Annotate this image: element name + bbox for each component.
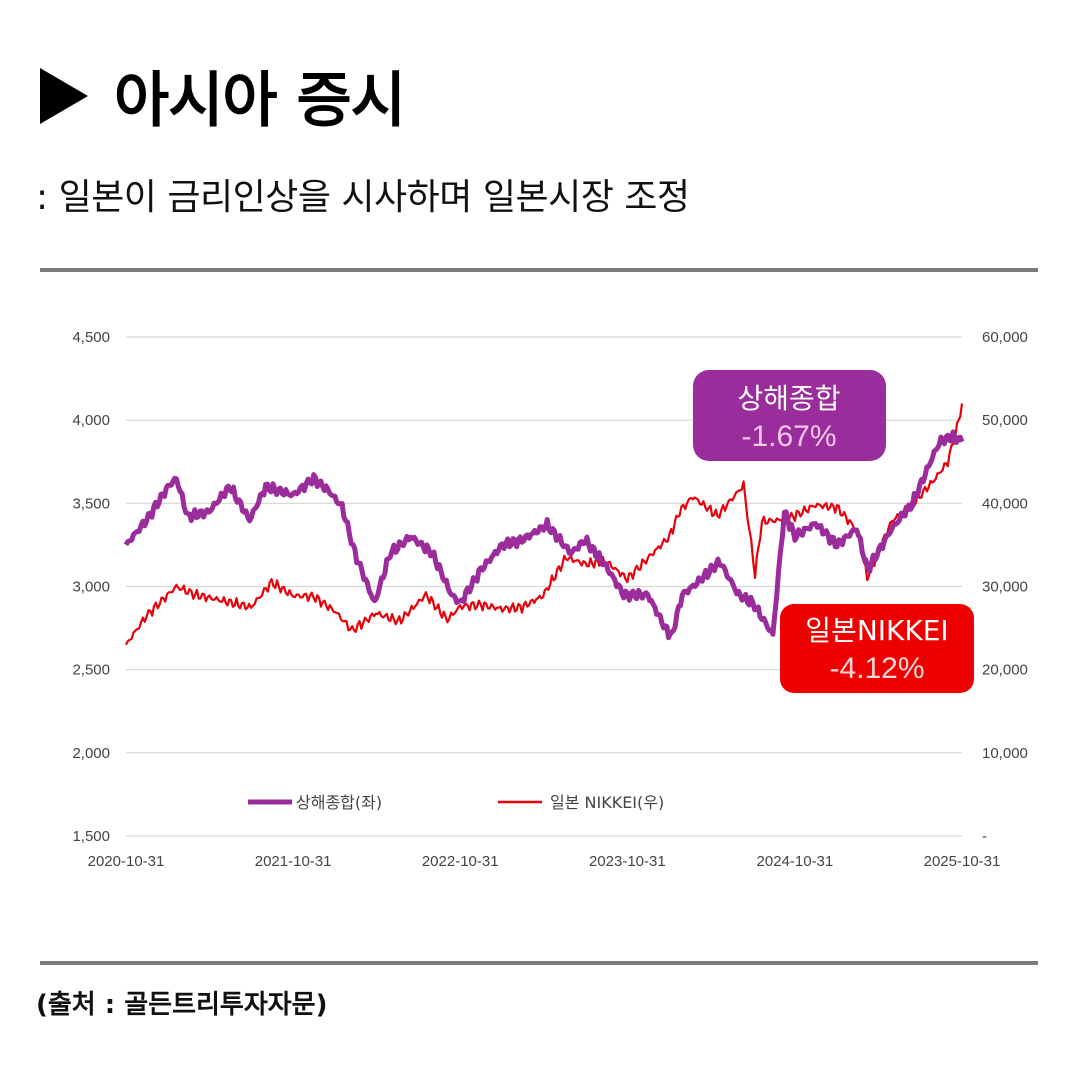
y-right-tick-label: 10,000 — [982, 745, 1028, 762]
title-row: 아시아 증시 — [40, 52, 406, 139]
legend: 상해종합(좌) 일본 NIKKEI(우) — [248, 793, 664, 812]
series-line-shanghai — [123, 429, 965, 641]
play-triangle-icon — [40, 67, 88, 124]
callout-shanghai: 상해종합 -1.67% — [693, 370, 886, 461]
source-note: (출처 : 골든트리투자자문) — [36, 990, 328, 1020]
legend-label-shanghai: 상해종합(좌) — [296, 793, 382, 812]
y-right-tick-label: 20,000 — [982, 662, 1028, 679]
y-right-tick-label: 30,000 — [982, 579, 1028, 596]
page-subtitle: : 일본이 금리인상을 시사하며 일본시장 조정 — [36, 177, 690, 218]
series-line-nikkei — [125, 403, 964, 646]
y-left-tick-label: 2,500 — [72, 662, 110, 679]
y-left-tick-label: 1,500 — [72, 828, 110, 845]
callout-nikkei-name: 일본NIKKEI — [805, 614, 948, 647]
y-left-tick-label: 3,000 — [72, 579, 110, 596]
legend-label-nikkei: 일본 NIKKEI(우) — [550, 793, 664, 812]
callout-nikkei: 일본NIKKEI -4.12% — [780, 604, 974, 693]
y-right-tick-label: 40,000 — [982, 495, 1028, 512]
y-right-tick-label: - — [982, 828, 987, 845]
dual-axis-line-chart: 4,500 4,000 3,500 3,000 2,500 2,000 1,500 60,0… — [72, 329, 1028, 870]
callout-nikkei-value: -4.12% — [829, 652, 924, 685]
y-left-tick-label: 2,000 — [72, 745, 110, 762]
x-tick-label: 2020-10-31 — [88, 853, 165, 870]
y-left-tick-label: 3,500 — [72, 495, 110, 512]
x-tick-label: 2021-10-31 — [255, 853, 332, 870]
callout-shanghai-name: 상해종합 — [737, 382, 840, 415]
bottom-divider — [40, 961, 1038, 965]
x-tick-label: 2022-10-31 — [422, 853, 499, 870]
page-title: 아시아 증시 — [114, 66, 406, 136]
y-right-tick-label: 50,000 — [982, 412, 1028, 429]
callout-nikkei-box — [780, 604, 974, 693]
x-axis-labels: 2020-10-31 2021-10-31 2022-10-31 2023-10-31… — [88, 853, 1001, 870]
y-axis-left-labels: 4,500 4,000 3,500 3,000 2,500 2,000 1,500 — [72, 329, 110, 845]
y-axis-right-labels: 60,000 50,000 40,000 30,000 20,000 10,000 - — [982, 329, 1028, 845]
y-right-tick-label: 60,000 — [982, 329, 1028, 346]
callout-shanghai-value: -1.67% — [741, 420, 836, 453]
top-divider — [40, 268, 1038, 272]
x-tick-label: 2024-10-31 — [757, 853, 834, 870]
y-left-tick-label: 4,500 — [72, 329, 110, 346]
callout-shanghai-box — [693, 370, 886, 461]
x-tick-label: 2025-10-31 — [924, 853, 1001, 870]
y-left-tick-label: 4,000 — [72, 412, 110, 429]
x-tick-label: 2023-10-31 — [589, 853, 666, 870]
